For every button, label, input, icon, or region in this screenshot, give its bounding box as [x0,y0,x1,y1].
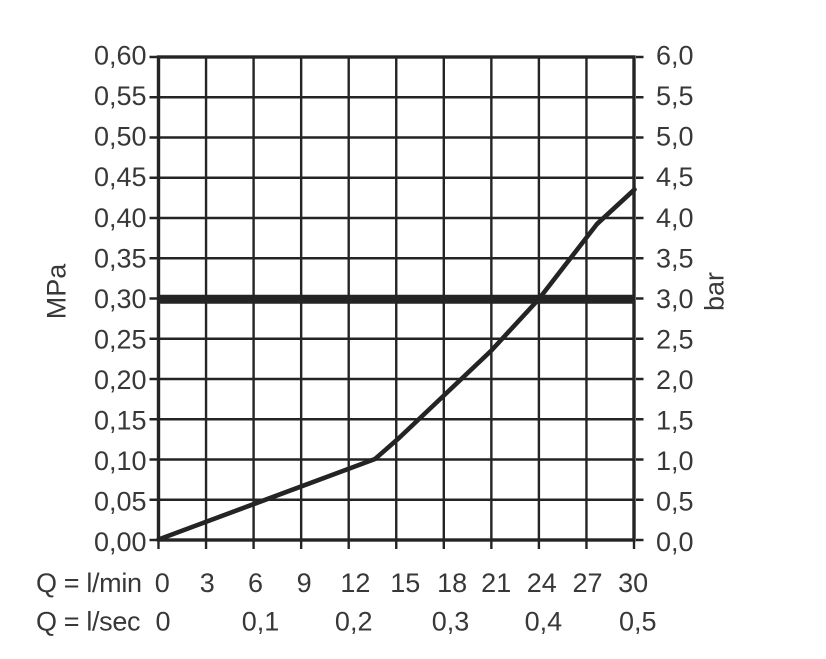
svg-text:0,0: 0,0 [656,527,694,557]
svg-text:3,0: 3,0 [656,284,694,314]
svg-text:0,00: 0,00 [94,527,147,557]
svg-text:0,45: 0,45 [94,162,147,192]
svg-text:bar: bar [700,272,730,311]
svg-text:0,30: 0,30 [94,284,147,314]
svg-text:0,2: 0,2 [335,607,373,637]
svg-text:0,50: 0,50 [94,122,147,152]
svg-text:3: 3 [200,568,215,598]
svg-text:0,55: 0,55 [94,81,147,111]
svg-text:18: 18 [437,568,467,598]
svg-text:0,1: 0,1 [242,607,280,637]
svg-text:0,3: 0,3 [432,607,470,637]
svg-text:0,5: 0,5 [619,607,657,637]
svg-text:6,0: 6,0 [656,41,694,71]
svg-text:5,0: 5,0 [656,122,694,152]
svg-text:30: 30 [618,568,648,598]
svg-text:3,5: 3,5 [656,243,694,273]
svg-text:0,60: 0,60 [94,41,147,71]
svg-text:0,40: 0,40 [94,203,147,233]
svg-text:Q = l/sec: Q = l/sec [36,607,140,637]
svg-text:0,20: 0,20 [94,365,147,395]
svg-text:1,0: 1,0 [656,446,694,476]
svg-text:0,05: 0,05 [94,487,147,517]
svg-text:12: 12 [340,568,370,598]
svg-text:MPa: MPa [42,263,72,320]
svg-text:4,0: 4,0 [656,203,694,233]
svg-text:0,15: 0,15 [94,406,147,436]
svg-text:2,0: 2,0 [656,365,694,395]
svg-text:1,5: 1,5 [656,406,694,436]
svg-text:0,35: 0,35 [94,243,147,273]
svg-text:5,5: 5,5 [656,81,694,111]
svg-text:21: 21 [481,568,511,598]
svg-text:6: 6 [248,568,263,598]
svg-text:0,4: 0,4 [525,607,563,637]
svg-text:15: 15 [390,568,420,598]
svg-text:0,5: 0,5 [656,487,694,517]
svg-text:24: 24 [527,568,557,598]
svg-text:0: 0 [155,607,170,637]
svg-text:0: 0 [155,568,170,598]
svg-text:27: 27 [572,568,602,598]
svg-text:0,10: 0,10 [94,446,147,476]
svg-text:Q = l/min: Q = l/min [36,568,142,598]
svg-text:4,5: 4,5 [656,162,694,192]
svg-text:2,5: 2,5 [656,324,694,354]
svg-text:0,25: 0,25 [94,324,147,354]
svg-text:9: 9 [297,568,312,598]
